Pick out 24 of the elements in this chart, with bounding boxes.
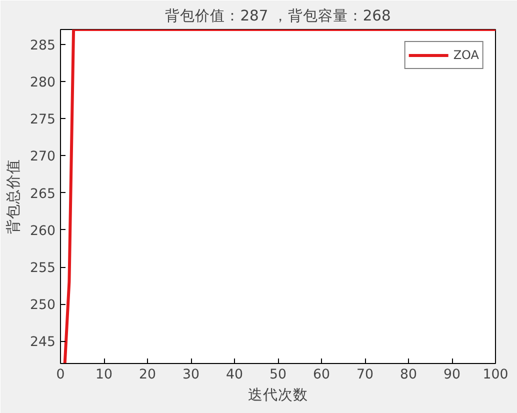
y-tick-label: 260	[30, 224, 56, 239]
chart-title: 背包价值：287 ，背包容量：268	[165, 8, 391, 24]
y-tick-label: 265	[30, 186, 56, 202]
x-tick-label: 60	[313, 368, 330, 382]
x-tick-label: 80	[400, 368, 417, 382]
y-tick-label: 245	[30, 335, 56, 350]
y-tick-label: 285	[30, 38, 56, 54]
y-tick-label: 250	[30, 298, 56, 314]
x-axis-title: 迭代次数	[248, 386, 308, 404]
y-tick-label: 280	[30, 75, 56, 90]
x-tick-label: 90	[444, 368, 460, 382]
x-tick-label: 70	[356, 368, 374, 382]
x-tick-label: 100	[482, 368, 508, 382]
x-tick-label: 50	[270, 368, 286, 382]
y-tick-label: 270	[30, 150, 56, 165]
legend-label: ZOA	[453, 48, 479, 62]
x-tick-label: 0	[56, 368, 65, 382]
y-axis-title: 背包总价值	[5, 159, 22, 234]
x-tick-label: 20	[139, 368, 156, 382]
y-tick-label: 255	[30, 261, 56, 276]
y-tick-label: 275	[30, 112, 56, 128]
x-tick-label: 40	[226, 368, 243, 382]
x-tick-label: 30	[182, 368, 200, 382]
x-tick-label: 10	[96, 368, 112, 382]
